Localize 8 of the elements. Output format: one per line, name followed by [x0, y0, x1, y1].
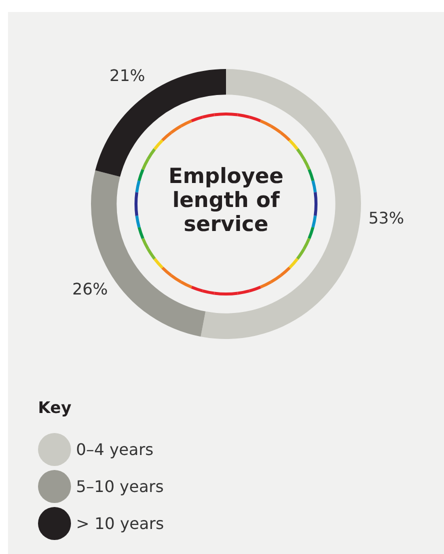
legend-label: > 10 years	[76, 514, 164, 533]
legend-label: 5–10 years	[76, 477, 164, 496]
data-label: 26%	[72, 279, 108, 298]
data-label: 21%	[110, 66, 146, 85]
legend-label: 0–4 years	[76, 440, 154, 459]
legend-title: Key	[38, 398, 72, 417]
text: Employee length of service	[167, 164, 285, 236]
data-label: 53%	[368, 208, 404, 228]
